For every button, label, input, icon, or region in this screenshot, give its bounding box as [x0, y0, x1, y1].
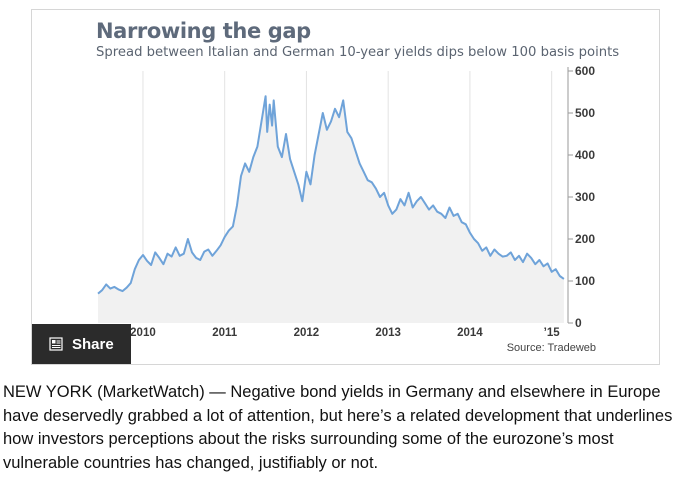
series-area-fill: [98, 96, 564, 323]
x-tick-label-2: 2012: [294, 327, 320, 339]
article-paragraph: NEW YORK (MarketWatch) — Negative bond y…: [3, 383, 673, 472]
chart-card: Narrowing the gap Spread between Italian…: [31, 9, 660, 365]
x-tick-label-5: ’15: [544, 327, 561, 339]
y-tick-label-200: 200: [575, 232, 595, 246]
source-label: Source: Tradeweb: [507, 342, 596, 354]
chart-title: Narrowing the gap: [96, 19, 311, 43]
x-tick-label-0: 2010: [130, 327, 156, 339]
x-tick-label-4: 2014: [457, 327, 483, 339]
y-tick-label-100: 100: [575, 274, 595, 288]
series-line: [97, 95, 565, 295]
x-tick-label-1: 2011: [212, 327, 238, 339]
share-icon: [49, 337, 63, 351]
chart-subtitle: Spread between Italian and German 10-yea…: [96, 45, 620, 60]
x-tick-label-3: 2013: [375, 327, 401, 339]
y-tick-label-400: 400: [575, 148, 595, 162]
y-tick-label-600: 600: [575, 64, 595, 78]
y-tick-label-0: 0: [575, 316, 582, 330]
y-tick-label-300: 300: [575, 190, 595, 204]
chart-plot: 600 500 400 300 200 100 0 2010 2011 2012 2013 2014 ’…: [97, 64, 596, 354]
share-button[interactable]: Share: [32, 324, 131, 364]
share-label: Share: [72, 335, 114, 353]
y-tick-label-500: 500: [575, 106, 595, 120]
